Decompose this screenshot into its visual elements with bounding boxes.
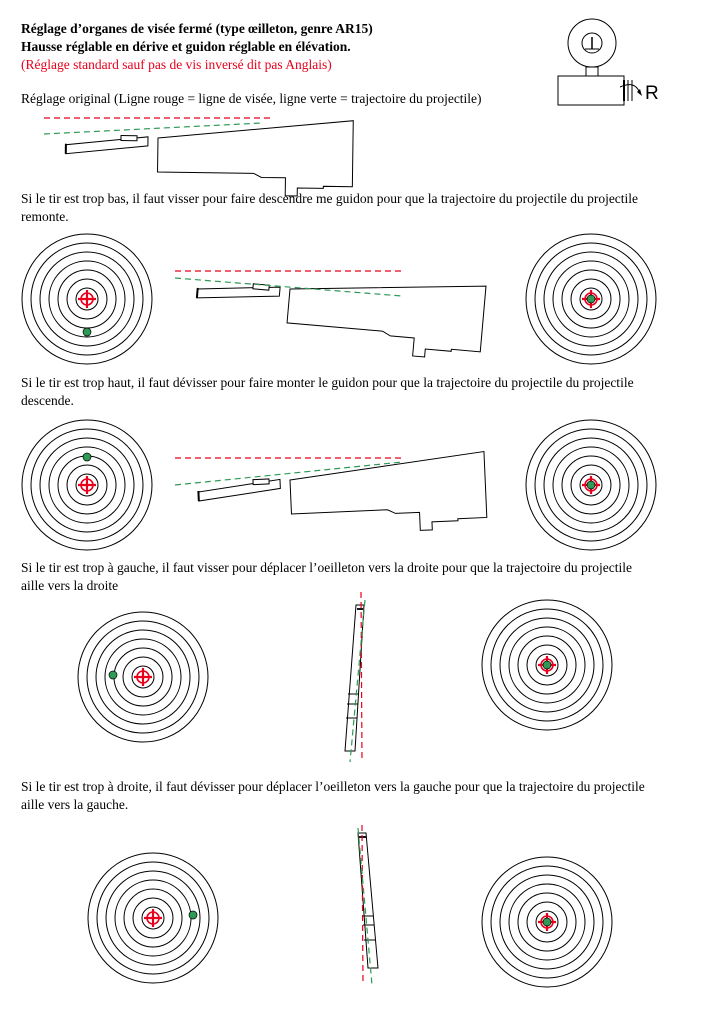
impact-dot xyxy=(82,452,92,462)
target-right-after xyxy=(481,856,613,988)
impact-dot xyxy=(108,670,118,680)
rifle-low xyxy=(174,260,488,363)
sight-knob-icon: R xyxy=(557,18,659,106)
caption-left-2: aille vers la droite xyxy=(21,578,119,593)
knob-letter: R xyxy=(645,83,659,104)
rifle-original xyxy=(43,115,355,198)
target-right-before xyxy=(87,852,219,984)
caption-low-1: Si le tir est trop bas, il faut visser p… xyxy=(21,191,639,206)
caption-high-1: Si le tir est trop haut, il faut dévisse… xyxy=(21,375,634,390)
caption-high-2: descende. xyxy=(21,393,74,408)
caption-left-1: Si le tir est trop à gauche, il faut vis… xyxy=(21,560,633,575)
impact-dot xyxy=(82,327,92,337)
standard-note: (Réglage standard sauf pas de vis invers… xyxy=(21,57,332,72)
title-line-1: Réglage d’organes de visée fermé (type œ… xyxy=(21,21,373,36)
impact-dot xyxy=(542,660,552,670)
title-line-2: Hausse réglable en dérive et guidon régl… xyxy=(21,39,351,54)
rifle-top-view-left xyxy=(344,591,366,763)
target-high-after xyxy=(525,419,657,551)
rifle-top-view-right xyxy=(357,824,379,986)
impact-dot xyxy=(188,910,198,920)
target-high-before xyxy=(21,419,153,551)
impact-dot xyxy=(586,480,596,490)
caption-right-2: aille vers la gauche. xyxy=(21,797,129,812)
impact-dot xyxy=(586,294,596,304)
caption-original: Réglage original (Ligne rouge = ligne de… xyxy=(21,91,482,106)
caption-low-2: remonte. xyxy=(21,209,69,224)
target-low-after xyxy=(525,233,657,365)
caption-right-1: Si le tir est trop à droite, il faut dév… xyxy=(21,779,645,794)
rifle-high xyxy=(174,450,489,541)
target-left-after xyxy=(481,599,613,731)
target-left-before xyxy=(77,611,209,743)
impact-dot xyxy=(542,917,552,927)
target-low-before xyxy=(21,233,153,365)
